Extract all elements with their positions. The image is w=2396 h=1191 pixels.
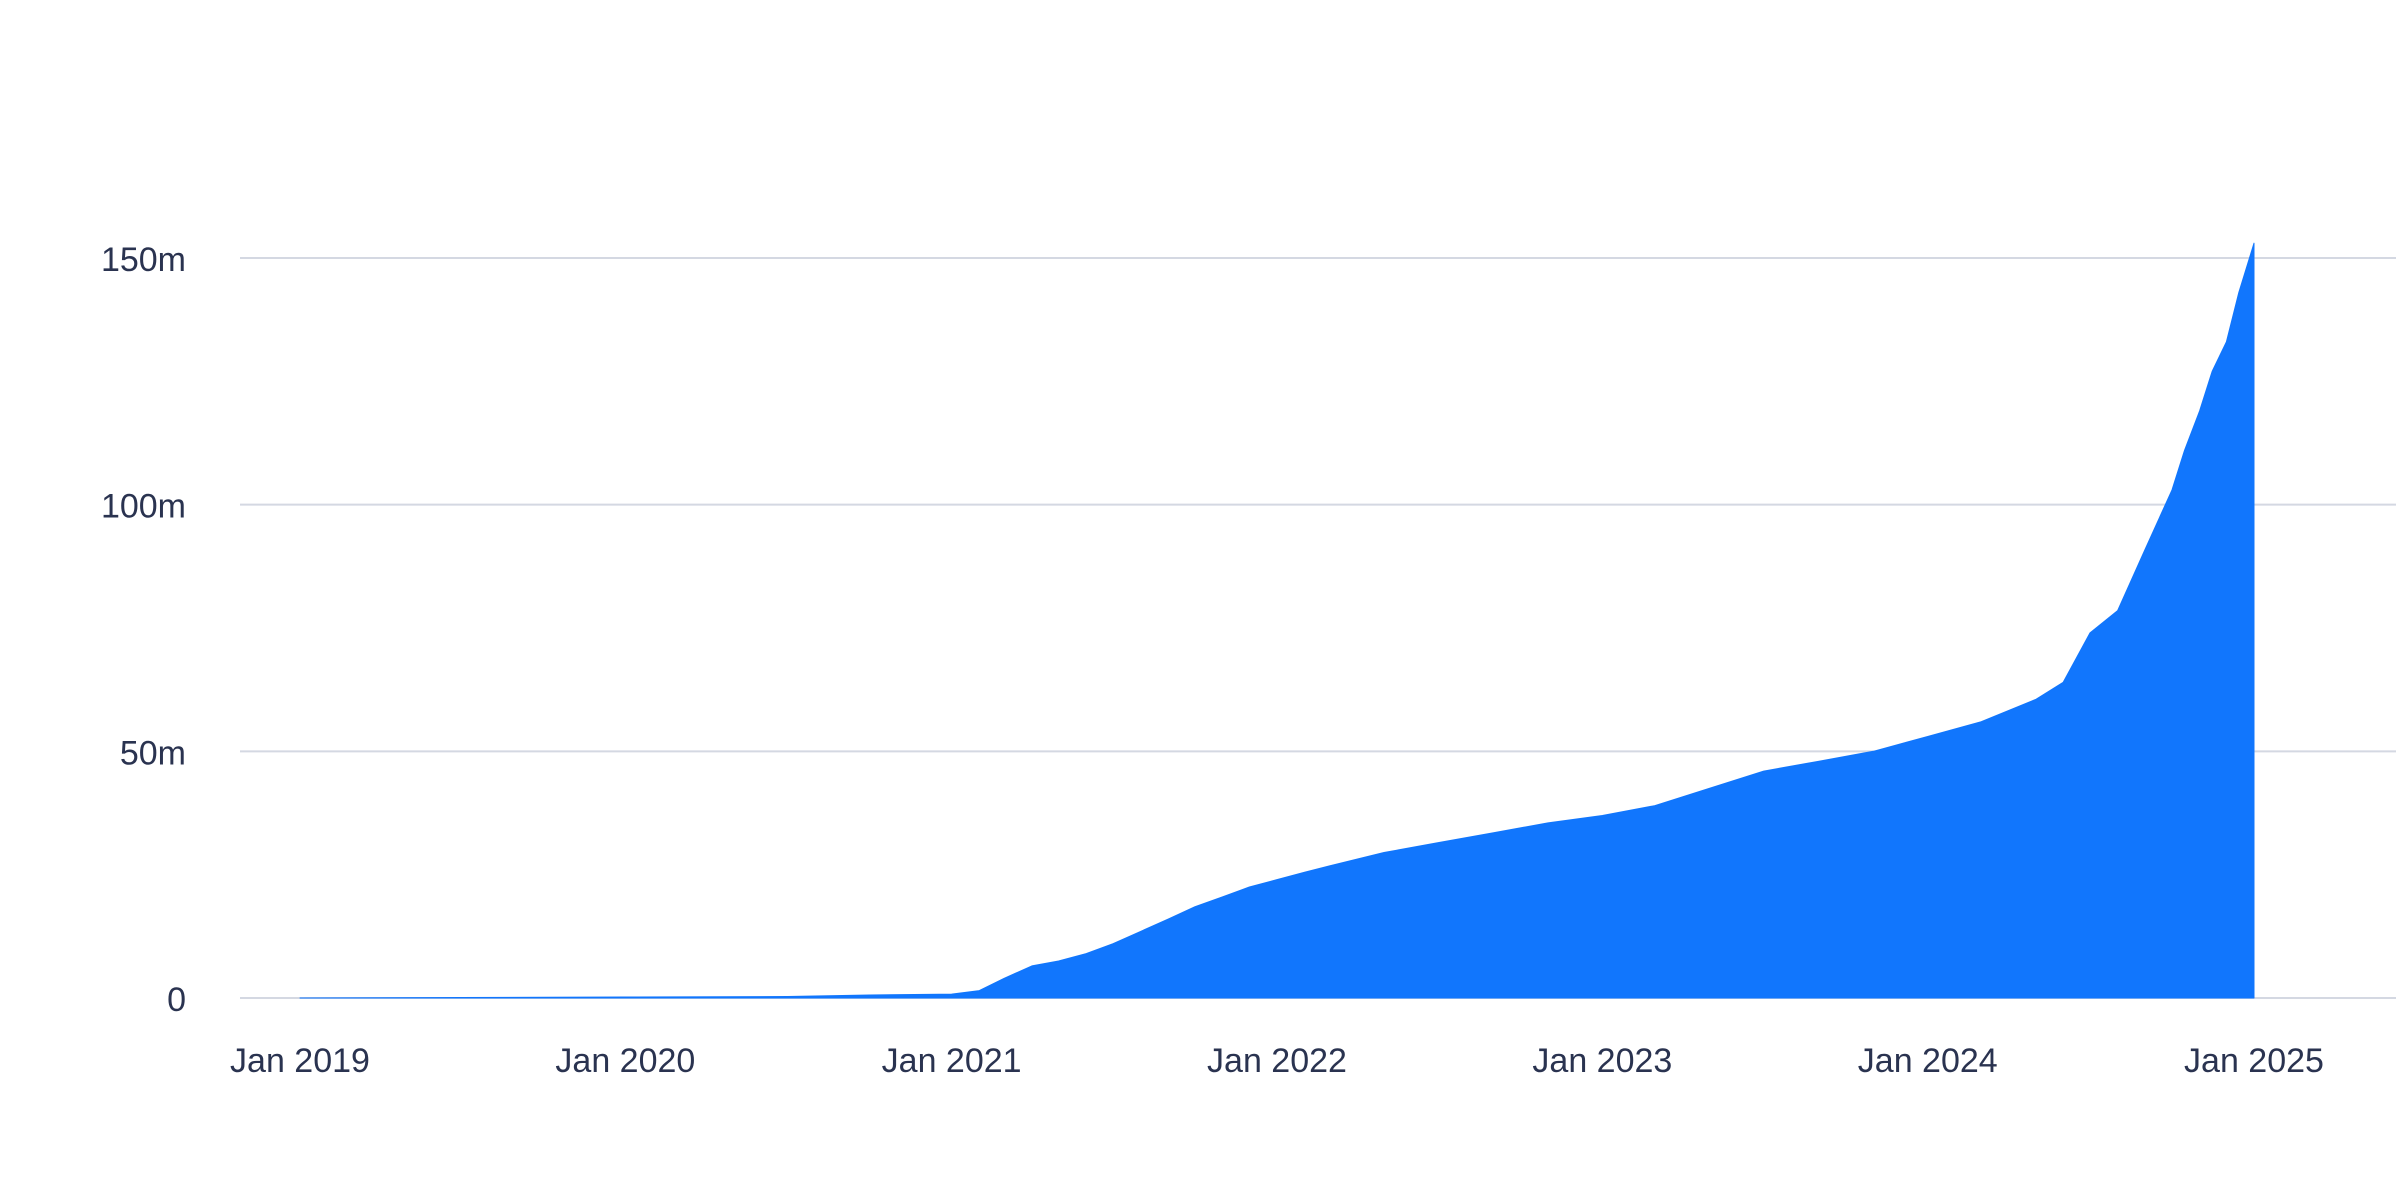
- x-tick-label: Jan 2021: [882, 1042, 1022, 1080]
- y-tick-label: 150m: [101, 241, 186, 279]
- x-tick-label: Jan 2025: [2184, 1042, 2324, 1080]
- y-axis: 0 50m 100m 150m: [101, 241, 186, 1019]
- x-tick-label: Jan 2024: [1858, 1042, 1998, 1080]
- y-tick-label: 100m: [101, 488, 186, 526]
- x-tick-label: Jan 2019: [230, 1042, 370, 1080]
- y-tick-label: 50m: [120, 734, 186, 772]
- x-axis: Jan 2019 Jan 2020 Jan 2021 Jan 2022 Jan 2023…: [230, 1042, 2324, 1080]
- x-tick-label: Jan 2020: [555, 1042, 695, 1080]
- x-tick-label: Jan 2022: [1207, 1042, 1347, 1080]
- y-tick-label: 0: [167, 981, 186, 1019]
- area-series-0: [299, 242, 2255, 999]
- plot-area: [299, 242, 2255, 999]
- x-tick-label: Jan 2023: [1532, 1042, 1672, 1080]
